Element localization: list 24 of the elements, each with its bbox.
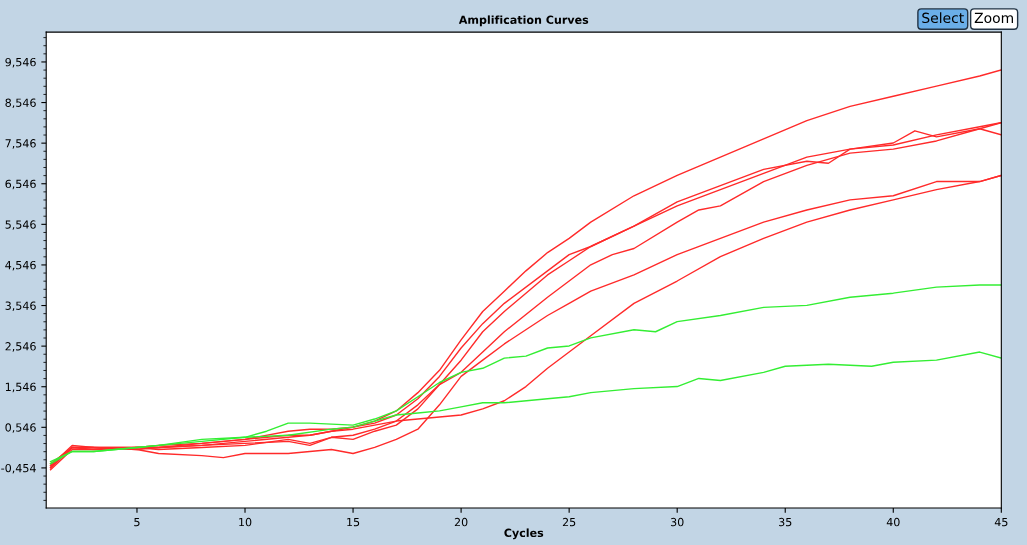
text: Zoom — [974, 12, 1013, 24]
x-tick-label: 35 — [779, 517, 792, 527]
x-tick-label: 40 — [886, 517, 900, 527]
y-tick-label: 7,546 — [5, 139, 36, 149]
y-tick-label: 9,546 — [5, 57, 36, 68]
y-tick-label: -0,454 — [1, 463, 36, 474]
x-axis-title: Cycles — [504, 528, 544, 540]
y-tick-label: 5,546 — [5, 220, 36, 230]
y-tick-label: 6,546 — [5, 179, 36, 190]
x-tick-label: 45 — [994, 518, 1008, 527]
x-tick-label: 20 — [454, 517, 468, 527]
text: Select — [922, 12, 964, 24]
x-tick-label: 25 — [562, 517, 576, 527]
y-tick-label: 8,546 — [5, 98, 36, 109]
y-tick-label: 4,546 — [5, 260, 36, 271]
y-tick-label: 3,546 — [5, 301, 36, 312]
x-tick-label: 30 — [670, 517, 684, 527]
y-tick-label: 0,546 — [5, 423, 36, 433]
y-tick-label: 2,546 — [5, 342, 36, 352]
chart-title: Amplification Curves — [458, 15, 589, 27]
x-tick-label: 5 — [134, 518, 140, 527]
y-tick-label: 1,546 — [5, 382, 36, 393]
x-tick-label: 15 — [347, 518, 360, 527]
x-tick-label: 10 — [239, 517, 252, 527]
